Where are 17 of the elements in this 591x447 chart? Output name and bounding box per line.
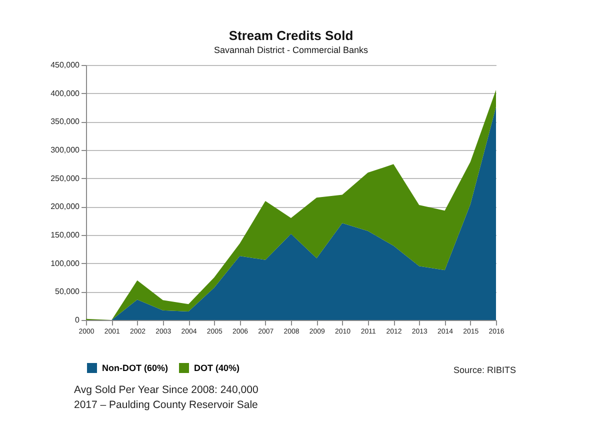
- y-tick-label: 450,000: [50, 60, 80, 70]
- y-tick-label: 250,000: [50, 174, 80, 183]
- y-tick-label: 100,000: [50, 258, 80, 268]
- y-tick-label: 0: [75, 316, 80, 324]
- y-tick-label: 350,000: [50, 117, 80, 126]
- chart-subtitle: Savannah District - Commercial Banks: [214, 45, 369, 55]
- y-tick-label: 300,000: [50, 146, 80, 154]
- text: 2017 – Paulding County Reservoir Sale: [74, 399, 258, 411]
- source-note: Source: RIBITS: [453, 365, 516, 375]
- y-tick-label: 400,000: [50, 88, 80, 98]
- text: Avg Sold Per Year Since 2008: 240,000: [74, 384, 258, 396]
- y-tick-label: 200,000: [50, 202, 80, 212]
- legend-label: DOT (40%): [194, 363, 240, 373]
- chart-title: Stream Credits Sold: [228, 28, 354, 43]
- y-tick-label: 50,000: [55, 287, 80, 296]
- legend-label: Non-DOT (60%): [102, 363, 168, 373]
- y-tick-label: 150,000: [50, 230, 80, 240]
